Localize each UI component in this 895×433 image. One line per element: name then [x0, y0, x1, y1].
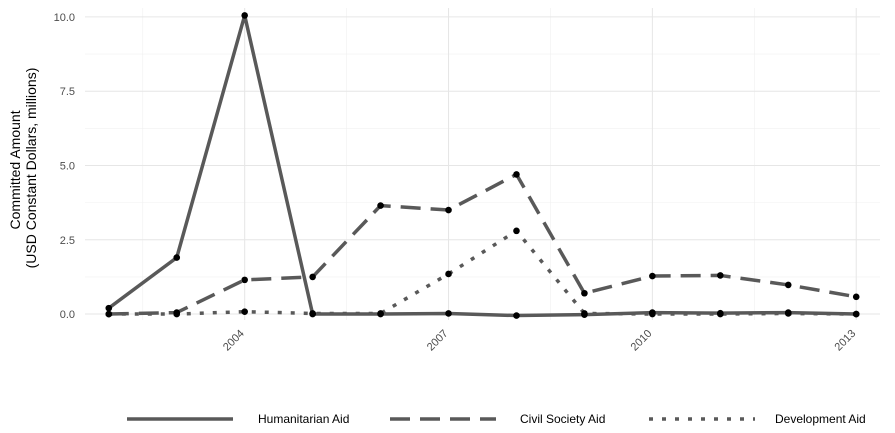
data-point [445, 270, 452, 278]
data-point [241, 308, 248, 315]
data-point [445, 206, 452, 214]
y-axis-title-line-2: (USD Constant Dollars, millions) [23, 68, 39, 269]
legend-label: Development Aid [775, 412, 866, 426]
series-line-development-aid [108, 229, 857, 316]
y-axis-title: Committed Amount (USD Constant Dollars, … [7, 68, 39, 269]
x-tick-label: 2007 [425, 328, 451, 354]
y-tick-label: 10.0 [54, 12, 75, 24]
data-point [581, 310, 588, 317]
series-line-humanitarian-aid [107, 13, 857, 318]
data-point [105, 304, 113, 312]
y-tick-label: 2.5 [60, 235, 75, 247]
data-point [581, 289, 588, 297]
y-tick-label: 0.0 [60, 309, 75, 321]
data-point [513, 227, 520, 235]
series-lines [107, 13, 857, 318]
legend: Humanitarian Aid Civil Society Aid Develop… [127, 412, 866, 426]
data-point [513, 171, 520, 178]
data-point [105, 310, 113, 318]
y-axis-title-line-1: Committed Amount [7, 110, 23, 229]
series-points [105, 12, 860, 319]
data-point [241, 276, 248, 284]
data-point [513, 312, 520, 319]
data-point [445, 310, 452, 317]
data-point [377, 310, 384, 317]
data-point [649, 310, 656, 318]
data-point [377, 202, 384, 209]
y-axis-ticks: 0.0 2.5 5.0 7.5 10.0 [54, 12, 75, 321]
data-point [852, 293, 860, 301]
x-axis-ticks: 2004 2007 2010 2013 [221, 328, 858, 354]
data-point [717, 272, 724, 279]
data-point [309, 310, 316, 317]
data-point [717, 310, 724, 318]
series-line-civil-society-aid [108, 172, 857, 316]
data-point [173, 254, 181, 261]
data-point [784, 281, 792, 289]
x-tick-label: 2004 [221, 328, 247, 354]
x-tick-label: 2010 [629, 328, 655, 354]
data-point [784, 310, 792, 317]
data-point [649, 272, 656, 280]
data-point [173, 310, 181, 318]
legend-label: Humanitarian Aid [258, 412, 349, 426]
data-point [309, 273, 316, 281]
x-tick-label: 2013 [833, 328, 859, 354]
data-point [852, 310, 860, 318]
legend-label: Civil Society Aid [520, 412, 605, 426]
y-tick-label: 7.5 [60, 86, 75, 98]
y-tick-label: 5.0 [60, 160, 75, 172]
data-point [241, 12, 248, 19]
